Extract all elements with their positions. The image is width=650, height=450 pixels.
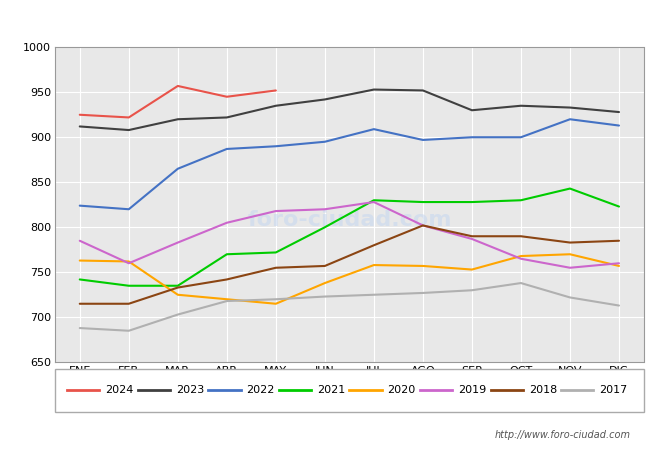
Text: 2017: 2017 — [599, 385, 628, 396]
Text: 2023: 2023 — [176, 385, 204, 396]
Text: 2024: 2024 — [105, 385, 134, 396]
FancyBboxPatch shape — [55, 369, 644, 412]
Text: Afiliados en Benijófar a 31/5/2024: Afiliados en Benijófar a 31/5/2024 — [177, 12, 473, 30]
Text: http://www.foro-ciudad.com: http://www.foro-ciudad.com — [495, 430, 630, 440]
Text: 2019: 2019 — [458, 385, 486, 396]
Text: foro-ciudad.com: foro-ciudad.com — [247, 211, 452, 230]
Text: 2018: 2018 — [529, 385, 557, 396]
Text: 2022: 2022 — [246, 385, 275, 396]
Text: 2021: 2021 — [317, 385, 345, 396]
Text: 2020: 2020 — [387, 385, 416, 396]
